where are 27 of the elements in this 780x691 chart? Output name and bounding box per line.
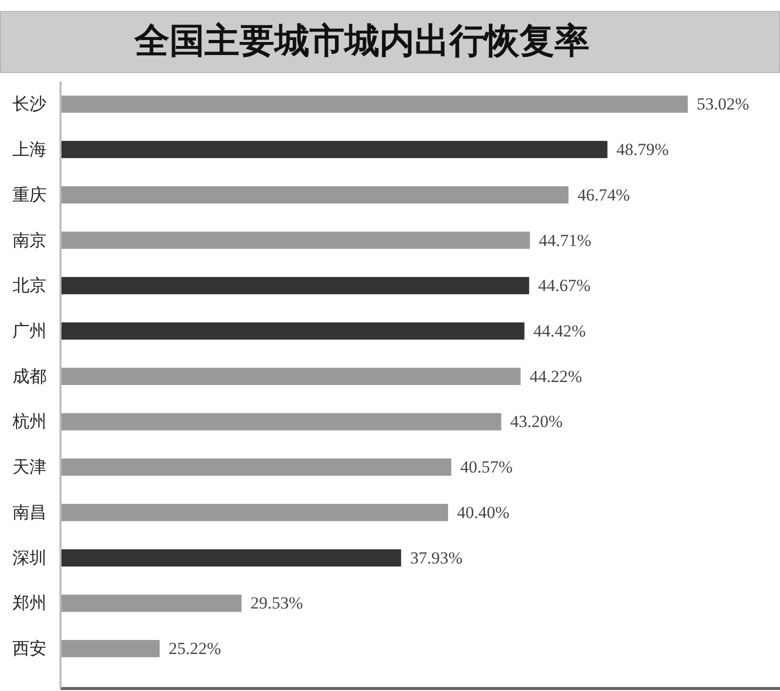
data-label: 48.79% <box>616 140 669 160</box>
data-label: 40.57% <box>460 458 513 477</box>
y-tick-label: 广州 <box>12 322 46 341</box>
y-tick-label: 天津 <box>12 458 46 477</box>
chart-title: 全国主要城市城内出行恢复率 <box>134 22 590 60</box>
data-label: 25.22% <box>168 639 222 658</box>
data-label: 44.22% <box>530 366 582 386</box>
y-tick-label: 重庆 <box>12 185 46 204</box>
y-tick-label: 长沙 <box>12 94 46 114</box>
data-label: 46.74% <box>577 185 630 204</box>
data-label: 29.53% <box>250 594 303 613</box>
y-tick-label: 南昌 <box>12 502 46 522</box>
data-label: 53.02% <box>696 94 750 114</box>
data-label: 43.20% <box>510 412 563 432</box>
data-label: 44.71% <box>538 230 592 250</box>
y-tick-label: 郑州 <box>12 594 46 613</box>
y-tick-label: 深圳 <box>12 548 46 568</box>
data-label: 37.93% <box>410 548 463 568</box>
data-label: 44.67% <box>538 276 591 296</box>
y-tick-label: 成都 <box>12 366 46 386</box>
y-tick-label: 上海 <box>12 140 46 160</box>
data-label: 44.42% <box>533 322 586 341</box>
y-tick-label: 杭州 <box>12 412 46 432</box>
data-label: 40.40% <box>457 502 510 522</box>
y-tick-label: 南京 <box>12 230 46 250</box>
y-tick-label: 西安 <box>12 639 46 658</box>
y-tick-label: 北京 <box>12 276 46 296</box>
